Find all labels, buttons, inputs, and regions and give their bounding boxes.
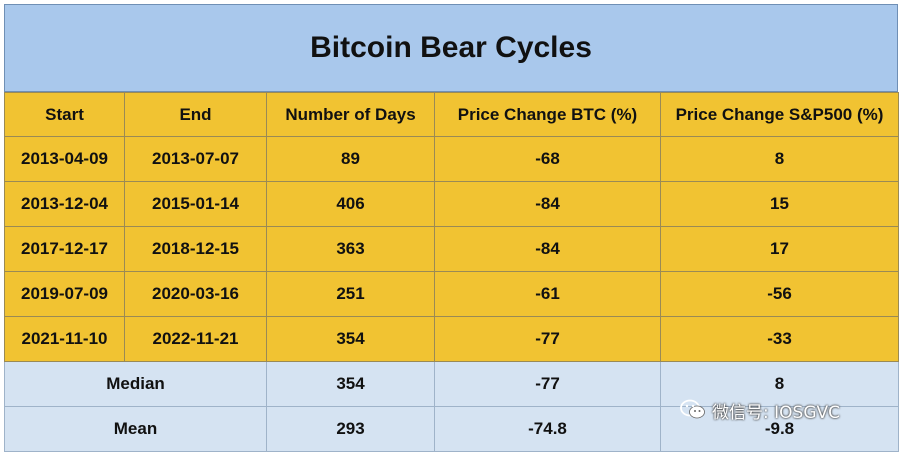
mean-btc-change: -74.8 — [434, 406, 661, 452]
cell-start: 2021-11-10 — [4, 316, 125, 362]
wechat-icon — [680, 399, 706, 421]
cell-end: 2015-01-14 — [124, 181, 267, 227]
cell-end: 2013-07-07 — [124, 136, 267, 182]
header-start: Start — [4, 92, 125, 137]
cell-days: 406 — [266, 181, 435, 227]
cell-btc-change: -61 — [434, 271, 661, 317]
table-row: 2013-12-04 2015-01-14 406 -84 15 — [4, 181, 899, 227]
cell-days: 363 — [266, 226, 435, 272]
cell-days: 89 — [266, 136, 435, 182]
header-days: Number of Days — [266, 92, 435, 137]
cell-days: 251 — [266, 271, 435, 317]
cell-sp500-change: -56 — [660, 271, 899, 317]
table-title: Bitcoin Bear Cycles — [310, 31, 592, 64]
cell-sp500-change: 17 — [660, 226, 899, 272]
cell-btc-change: -84 — [434, 181, 661, 227]
header-sp500-change: Price Change S&P500 (%) — [660, 92, 899, 137]
table-row: 2013-04-09 2013-07-07 89 -68 8 — [4, 136, 899, 182]
header-end: End — [124, 92, 267, 137]
table-frame: Bitcoin Bear Cycles Start End Number of … — [4, 4, 899, 452]
cell-btc-change: -77 — [434, 316, 661, 362]
cell-sp500-change: 8 — [660, 136, 899, 182]
median-label: Median — [4, 361, 267, 407]
watermark-text: 微信号: IOSGVC — [712, 402, 840, 423]
table-row: 2017-12-17 2018-12-15 363 -84 17 — [4, 226, 899, 272]
table-row: 2019-07-09 2020-03-16 251 -61 -56 — [4, 271, 899, 317]
cell-sp500-change: 15 — [660, 181, 899, 227]
cell-days: 354 — [266, 316, 435, 362]
header-btc-change: Price Change BTC (%) — [434, 92, 661, 137]
mean-days: 293 — [266, 406, 435, 452]
median-row: Median 354 -77 8 — [4, 361, 899, 407]
cell-end: 2022-11-21 — [124, 316, 267, 362]
cell-btc-change: -68 — [434, 136, 661, 182]
cell-end: 2018-12-15 — [124, 226, 267, 272]
table-row: 2021-11-10 2022-11-21 354 -77 -33 — [4, 316, 899, 362]
header-row: Start End Number of Days Price Change BT… — [4, 92, 899, 137]
median-days: 354 — [266, 361, 435, 407]
cell-sp500-change: -33 — [660, 316, 899, 362]
mean-label: Mean — [4, 406, 267, 452]
cell-btc-change: -84 — [434, 226, 661, 272]
cell-start: 2019-07-09 — [4, 271, 125, 317]
cell-end: 2020-03-16 — [124, 271, 267, 317]
cell-start: 2013-12-04 — [4, 181, 125, 227]
title-bar: Bitcoin Bear Cycles — [4, 4, 898, 92]
bear-cycles-table: Start End Number of Days Price Change BT… — [4, 92, 899, 452]
cell-start: 2013-04-09 — [4, 136, 125, 182]
watermark: 微信号: IOSGVC — [680, 398, 840, 423]
cell-start: 2017-12-17 — [4, 226, 125, 272]
median-btc-change: -77 — [434, 361, 661, 407]
